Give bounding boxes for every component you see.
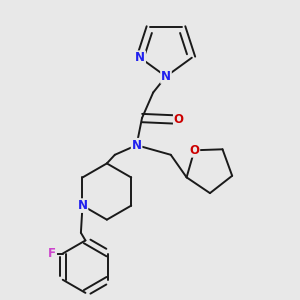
Text: O: O [174, 113, 184, 126]
Text: O: O [189, 144, 200, 157]
Text: N: N [161, 70, 171, 83]
Text: N: N [135, 51, 145, 64]
Text: F: F [48, 247, 56, 260]
Text: N: N [77, 199, 88, 212]
Text: N: N [132, 139, 142, 152]
